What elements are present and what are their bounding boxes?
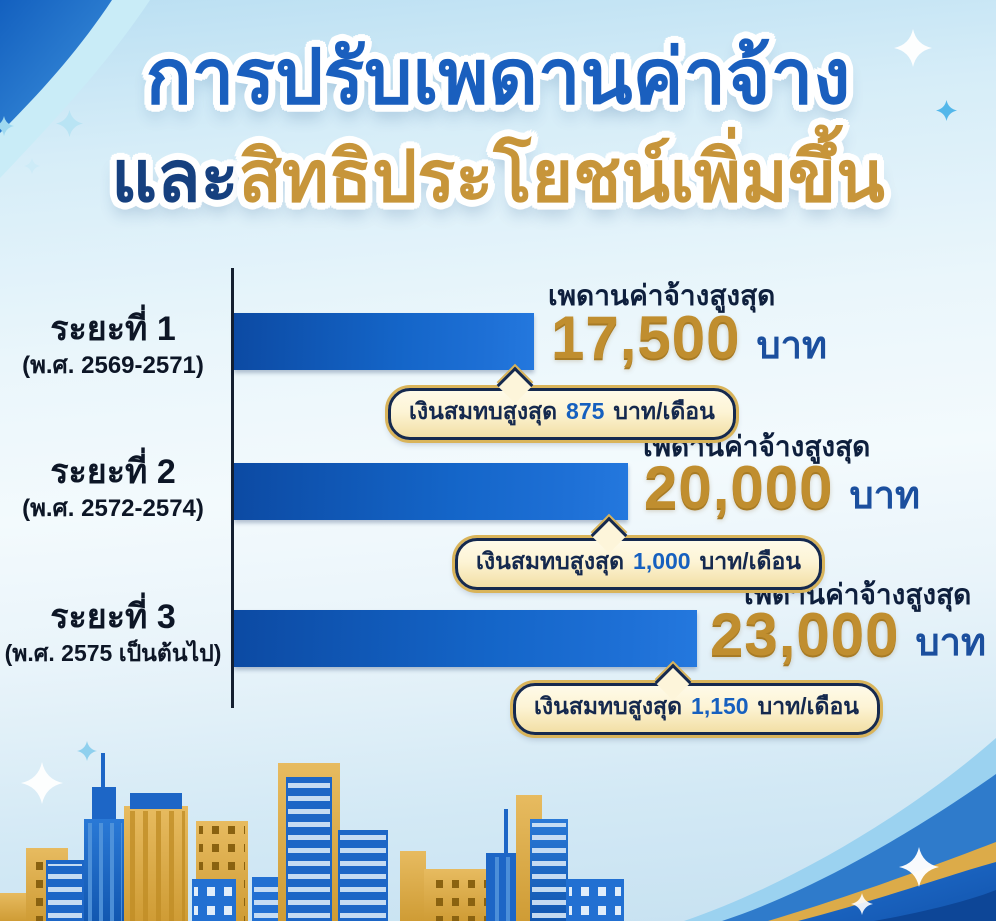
contribution-bubble-3: เงินสมทบสูงสุด 1,150 บาท/เดือน <box>513 683 880 735</box>
ceiling-amount-3: 23,000 <box>710 601 900 668</box>
ceiling-unit-1: บาท <box>756 325 828 367</box>
phase-2-name: ระยะที่ 2 <box>50 453 176 491</box>
contribution-bubble-2: เงินสมทบสูงสุด 1,000 บาท/เดือน <box>455 538 822 590</box>
bar-phase-2 <box>234 463 628 520</box>
ceiling-label-1: เพดานค่าจ้างสูงสุด <box>548 280 776 311</box>
title-line-2: และสิทธิประโยชน์เพิ่มขึ้น <box>0 137 996 219</box>
contribution-amount-2: 1,000 <box>633 548 691 574</box>
bar-phase-1 <box>234 313 534 370</box>
ceiling-unit-3: บาท <box>915 622 987 664</box>
bar-phase-3 <box>234 610 697 667</box>
ceiling-unit-2: บาท <box>849 475 921 517</box>
contribution-amount-3: 1,150 <box>691 693 749 719</box>
row-label-phase-3: ระยะที่ 3 (พ.ศ. 2575 เป็นต้นไป) <box>0 598 226 668</box>
title-line-2-highlight: สิทธิประโยชน์เพิ่มขึ้น <box>238 138 885 218</box>
contribution-label-1: เงินสมทบสูงสุด <box>409 398 558 424</box>
contribution-label-3: เงินสมทบสูงสุด <box>534 693 683 719</box>
row-label-phase-2: ระยะที่ 2 (พ.ศ. 2572-2574) <box>0 453 226 524</box>
ceiling-amount-row-3: 23,000 บาท <box>710 600 986 672</box>
title-line-2-prefix: และ <box>111 138 239 218</box>
phase-1-name: ระยะที่ 1 <box>50 310 176 348</box>
chart-axis-line <box>231 268 234 708</box>
phase-3-period: (พ.ศ. 2575 เป็นต้นไป) <box>4 640 222 667</box>
contribution-unit-3: บาท/เดือน <box>757 693 859 719</box>
ceiling-amount-row-1: 17,500 บาท <box>551 303 827 375</box>
phase-1-period: (พ.ศ. 2569-2571) <box>22 352 204 380</box>
contribution-amount-1: 875 <box>566 398 605 424</box>
contribution-bubble-1: เงินสมทบสูงสุด 875 บาท/เดือน <box>388 388 736 440</box>
contribution-label-2: เงินสมทบสูงสุด <box>476 548 625 574</box>
row-label-phase-1: ระยะที่ 1 (พ.ศ. 2569-2571) <box>0 310 226 381</box>
ceiling-amount-row-2: 20,000 บาท <box>644 453 920 525</box>
title-line-1: การปรับเพดานค่าจ้าง <box>145 35 851 120</box>
contribution-unit-2: บาท/เดือน <box>699 548 801 574</box>
ceiling-amount-2: 20,000 <box>644 454 834 521</box>
contribution-unit-1: บาท/เดือน <box>613 398 715 424</box>
bottom-right-swoosh <box>684 738 996 921</box>
phase-3-name: ระยะที่ 3 <box>50 598 176 636</box>
phase-2-period: (พ.ศ. 2572-2574) <box>22 495 204 523</box>
ceiling-amount-1: 17,500 <box>551 304 741 371</box>
poster-title: การปรับเพดานค่าจ้าง และสิทธิประโยชน์เพิ่… <box>0 34 996 219</box>
